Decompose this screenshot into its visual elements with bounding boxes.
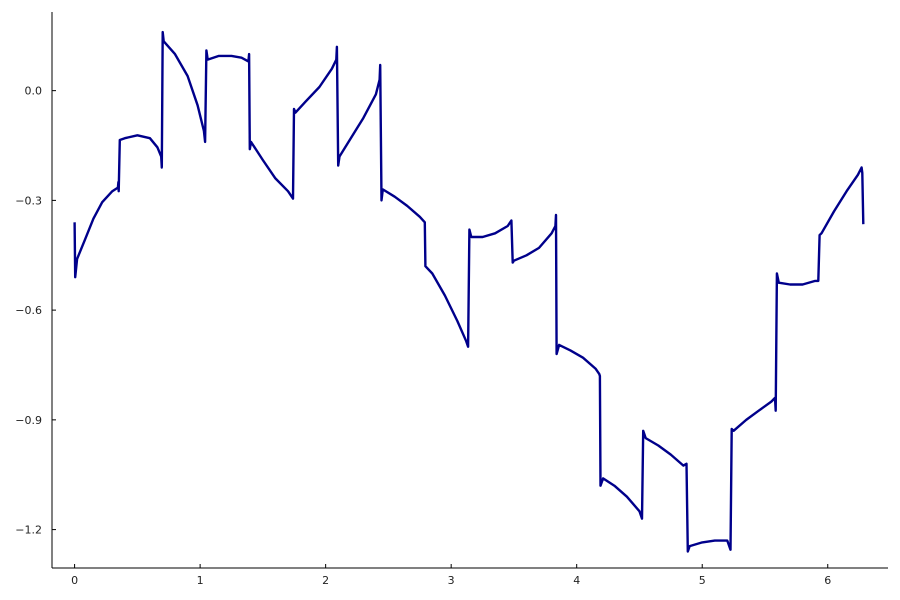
y-tick-label: −0.6 bbox=[15, 304, 42, 317]
x-tick-label: 6 bbox=[824, 574, 831, 587]
x-tick-label: 3 bbox=[448, 574, 455, 587]
x-tick-label: 2 bbox=[322, 574, 329, 587]
y-tick-label: −0.9 bbox=[15, 414, 42, 427]
series-line-0 bbox=[73, 30, 865, 553]
y-tick-label: −0.3 bbox=[15, 194, 42, 207]
y-tick-label: 0.0 bbox=[25, 85, 43, 98]
x-tick-label: 0 bbox=[71, 574, 78, 587]
plot-area bbox=[73, 30, 865, 553]
y-tick-label: −1.2 bbox=[15, 524, 42, 537]
x-axis: 0 1 2 3 4 5 6 bbox=[52, 564, 888, 587]
x-tick-label: 5 bbox=[699, 574, 706, 587]
x-tick-label: 1 bbox=[197, 574, 204, 587]
y-axis: 0.0 −0.3 −0.6 −0.9 −1.2 bbox=[15, 12, 56, 568]
x-tick-label: 4 bbox=[573, 574, 580, 587]
